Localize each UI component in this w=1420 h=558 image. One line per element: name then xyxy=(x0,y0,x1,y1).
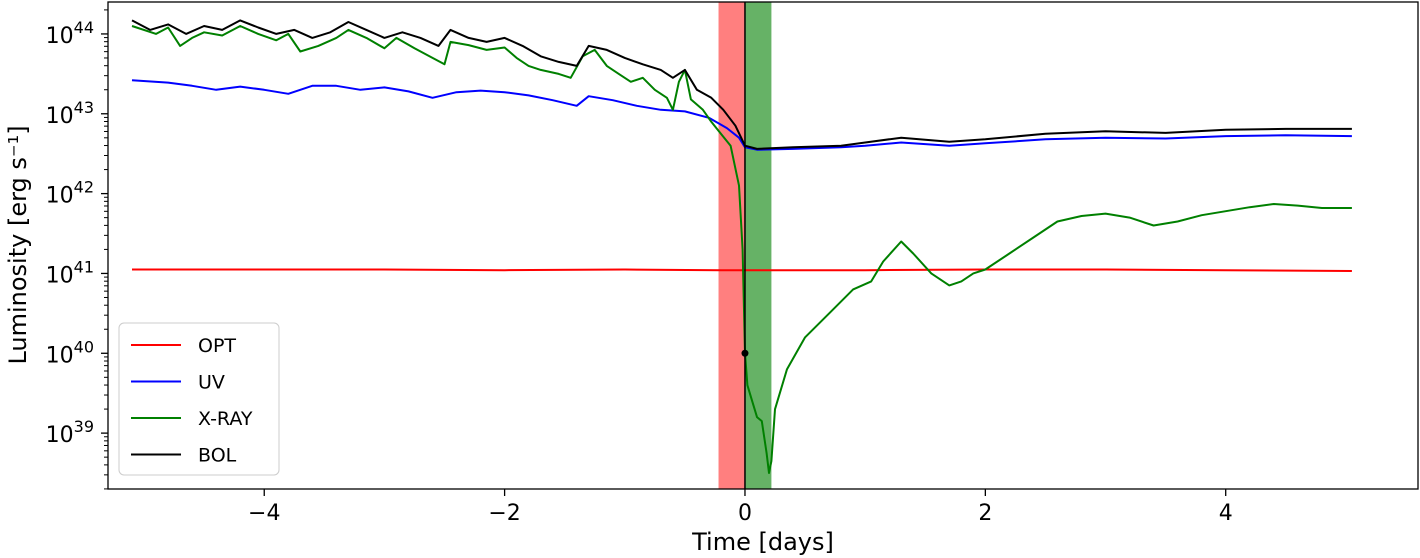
y-axis-label: Luminosity [erg s⁻¹] xyxy=(4,125,32,364)
overlay-marks xyxy=(741,2,749,489)
series-line-opt xyxy=(132,268,1352,272)
shaded-regions xyxy=(718,2,772,489)
legend-label: UV xyxy=(198,372,225,394)
legend: OPT UV X-RAY BOL xyxy=(118,322,280,476)
x-tick-label: 2 xyxy=(978,501,992,526)
legend-label: BOL xyxy=(198,445,237,467)
y-tick-label: 1044 xyxy=(46,18,94,49)
y-axis-ticks: 1039 1040 1041 1042 1043 1044 xyxy=(46,9,108,490)
series-line-uv xyxy=(131,79,1352,151)
shaded-region-0 xyxy=(718,2,745,489)
plot-frame xyxy=(107,1,1419,490)
y-tick-label: 1043 xyxy=(46,98,94,129)
x-tick-label: −2 xyxy=(488,501,520,526)
y-tick-label: 1039 xyxy=(46,417,94,448)
y-tick-label: 1041 xyxy=(46,257,94,288)
series-line-bol xyxy=(131,19,1352,150)
event-marker xyxy=(741,349,749,357)
x-tick-label: 4 xyxy=(1219,501,1233,526)
series-line-x-ray xyxy=(131,25,1352,474)
y-tick-label: 1042 xyxy=(46,178,94,209)
x-axis-ticks: −4 −2 0 2 4 xyxy=(248,489,1233,526)
legend-label: OPT xyxy=(198,335,236,357)
x-tick-label: 0 xyxy=(738,501,752,526)
legend-box xyxy=(118,322,280,476)
y-tick-label: 1040 xyxy=(46,337,94,368)
x-tick-label: −4 xyxy=(248,501,280,526)
legend-label: X-RAY xyxy=(198,408,253,430)
series-lines xyxy=(131,19,1352,474)
x-axis-label: Time [days] xyxy=(691,528,834,556)
shaded-region-1 xyxy=(744,2,772,489)
